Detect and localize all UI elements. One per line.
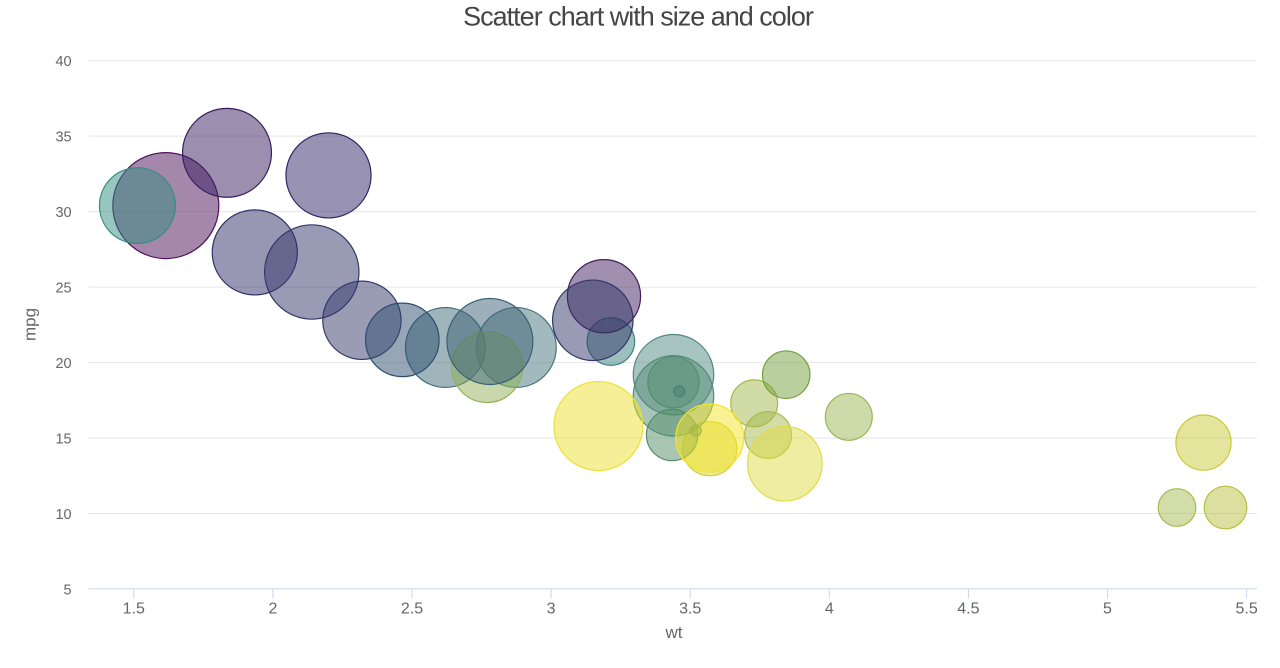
svg-text:2: 2 xyxy=(268,601,277,618)
svg-text:2.5: 2.5 xyxy=(401,601,423,618)
svg-text:15: 15 xyxy=(55,432,71,448)
svg-text:20: 20 xyxy=(55,356,71,372)
svg-text:3.5: 3.5 xyxy=(679,601,701,618)
svg-text:3: 3 xyxy=(547,601,556,618)
svg-text:4: 4 xyxy=(825,601,834,618)
svg-text:Scatter chart with size and co: Scatter chart with size and color xyxy=(463,2,814,32)
svg-text:1.5: 1.5 xyxy=(123,601,145,618)
svg-text:35: 35 xyxy=(55,130,71,146)
svg-text:10: 10 xyxy=(55,507,71,523)
svg-text:25: 25 xyxy=(55,281,71,297)
svg-text:wt: wt xyxy=(665,623,683,642)
svg-text:4.5: 4.5 xyxy=(957,601,979,618)
svg-text:mpg: mpg xyxy=(21,308,40,341)
svg-text:5.5: 5.5 xyxy=(1235,601,1257,618)
svg-text:5: 5 xyxy=(64,582,72,598)
svg-text:5: 5 xyxy=(1103,601,1112,618)
svg-text:30: 30 xyxy=(55,205,71,221)
svg-text:40: 40 xyxy=(55,54,71,70)
